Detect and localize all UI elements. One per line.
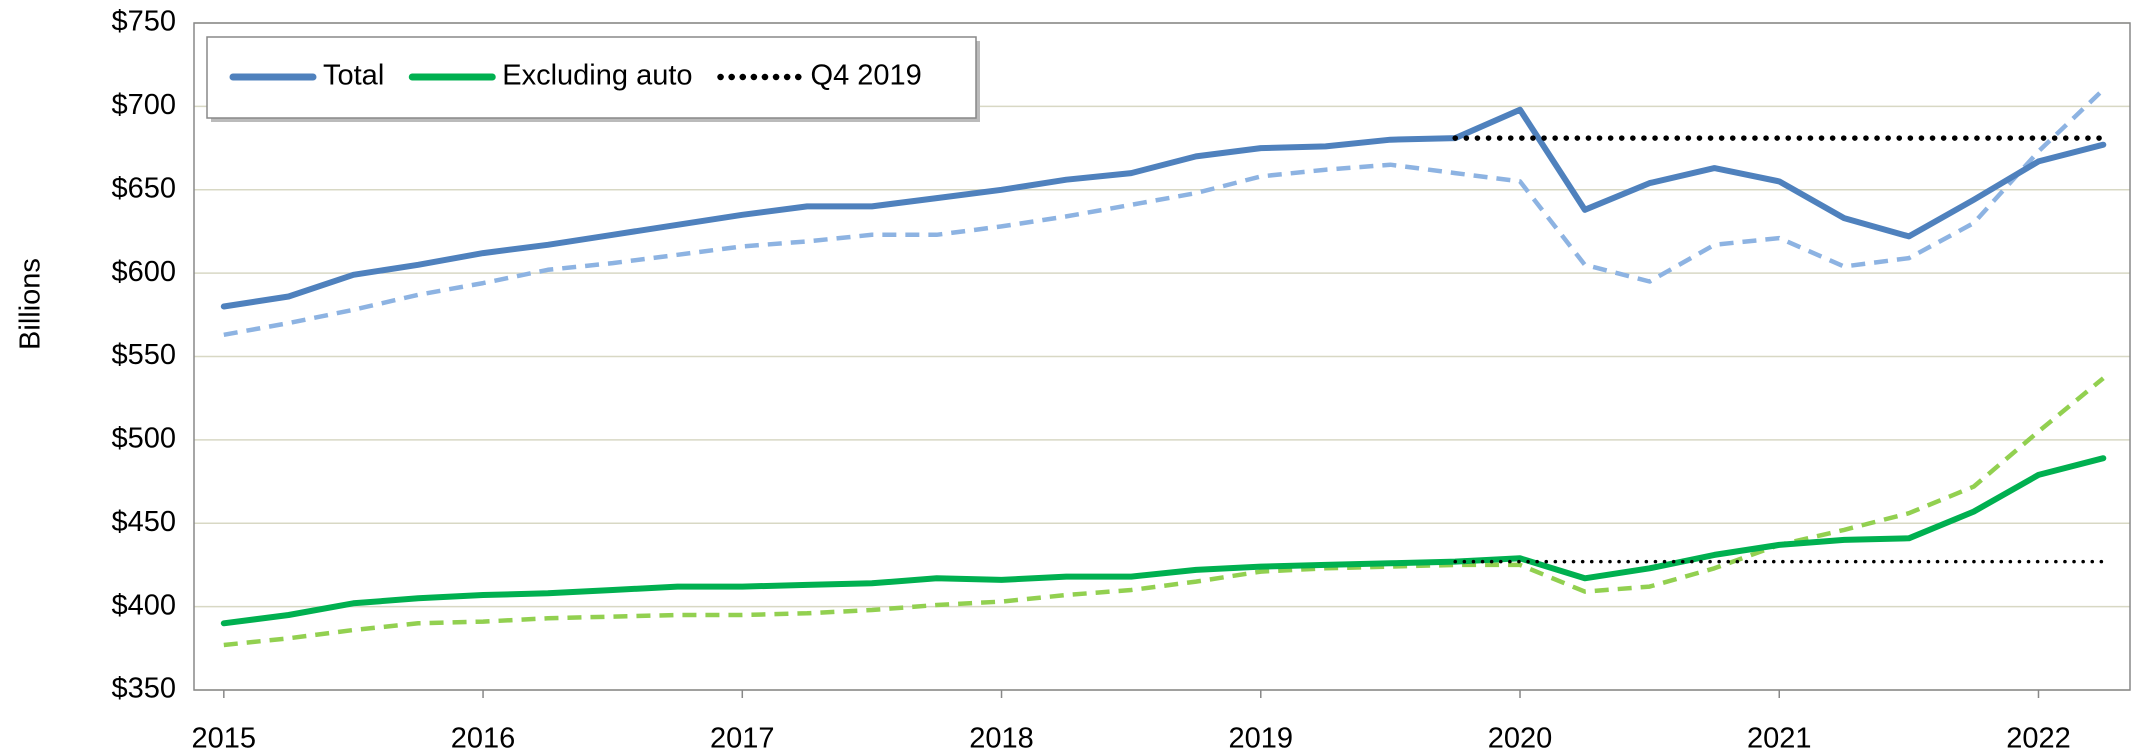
series-line	[223, 88, 2105, 338]
legend-label: Total	[323, 60, 384, 92]
plot-frame	[193, 22, 2131, 691]
x-tick-label: 2015	[192, 723, 257, 755]
x-tick-label: 2021	[1747, 723, 1812, 755]
series-line	[223, 376, 2105, 648]
y-tick-label: $450	[111, 506, 176, 538]
x-tick-label: 2016	[451, 723, 516, 755]
x-tick-label: 2020	[1488, 723, 1553, 755]
series-line	[220, 106, 2107, 310]
legend: Total Excluding auto Q4 2019	[206, 36, 980, 122]
legend-label: Q4 2019	[811, 60, 922, 92]
series-line	[220, 455, 2107, 627]
y-tick-label: $750	[111, 6, 176, 38]
legend-label: Excluding auto	[502, 60, 692, 92]
legend-box	[206, 36, 977, 119]
y-tick-label: $700	[111, 89, 176, 121]
y-tick-label: $600	[111, 256, 176, 288]
y-tick-label: $650	[111, 172, 176, 204]
x-tick-label: 2018	[969, 723, 1034, 755]
y-tick-label: $550	[111, 339, 176, 371]
y-tick-label: $400	[111, 589, 176, 621]
y-tick-label: $350	[111, 673, 176, 705]
x-tick-label: 2022	[2006, 723, 2071, 755]
y-tick-label: $500	[111, 423, 176, 455]
y-axis-label: Billions	[15, 258, 47, 350]
x-tick-label: 2017	[710, 723, 775, 755]
x-tick-label: 2019	[1229, 723, 1294, 755]
